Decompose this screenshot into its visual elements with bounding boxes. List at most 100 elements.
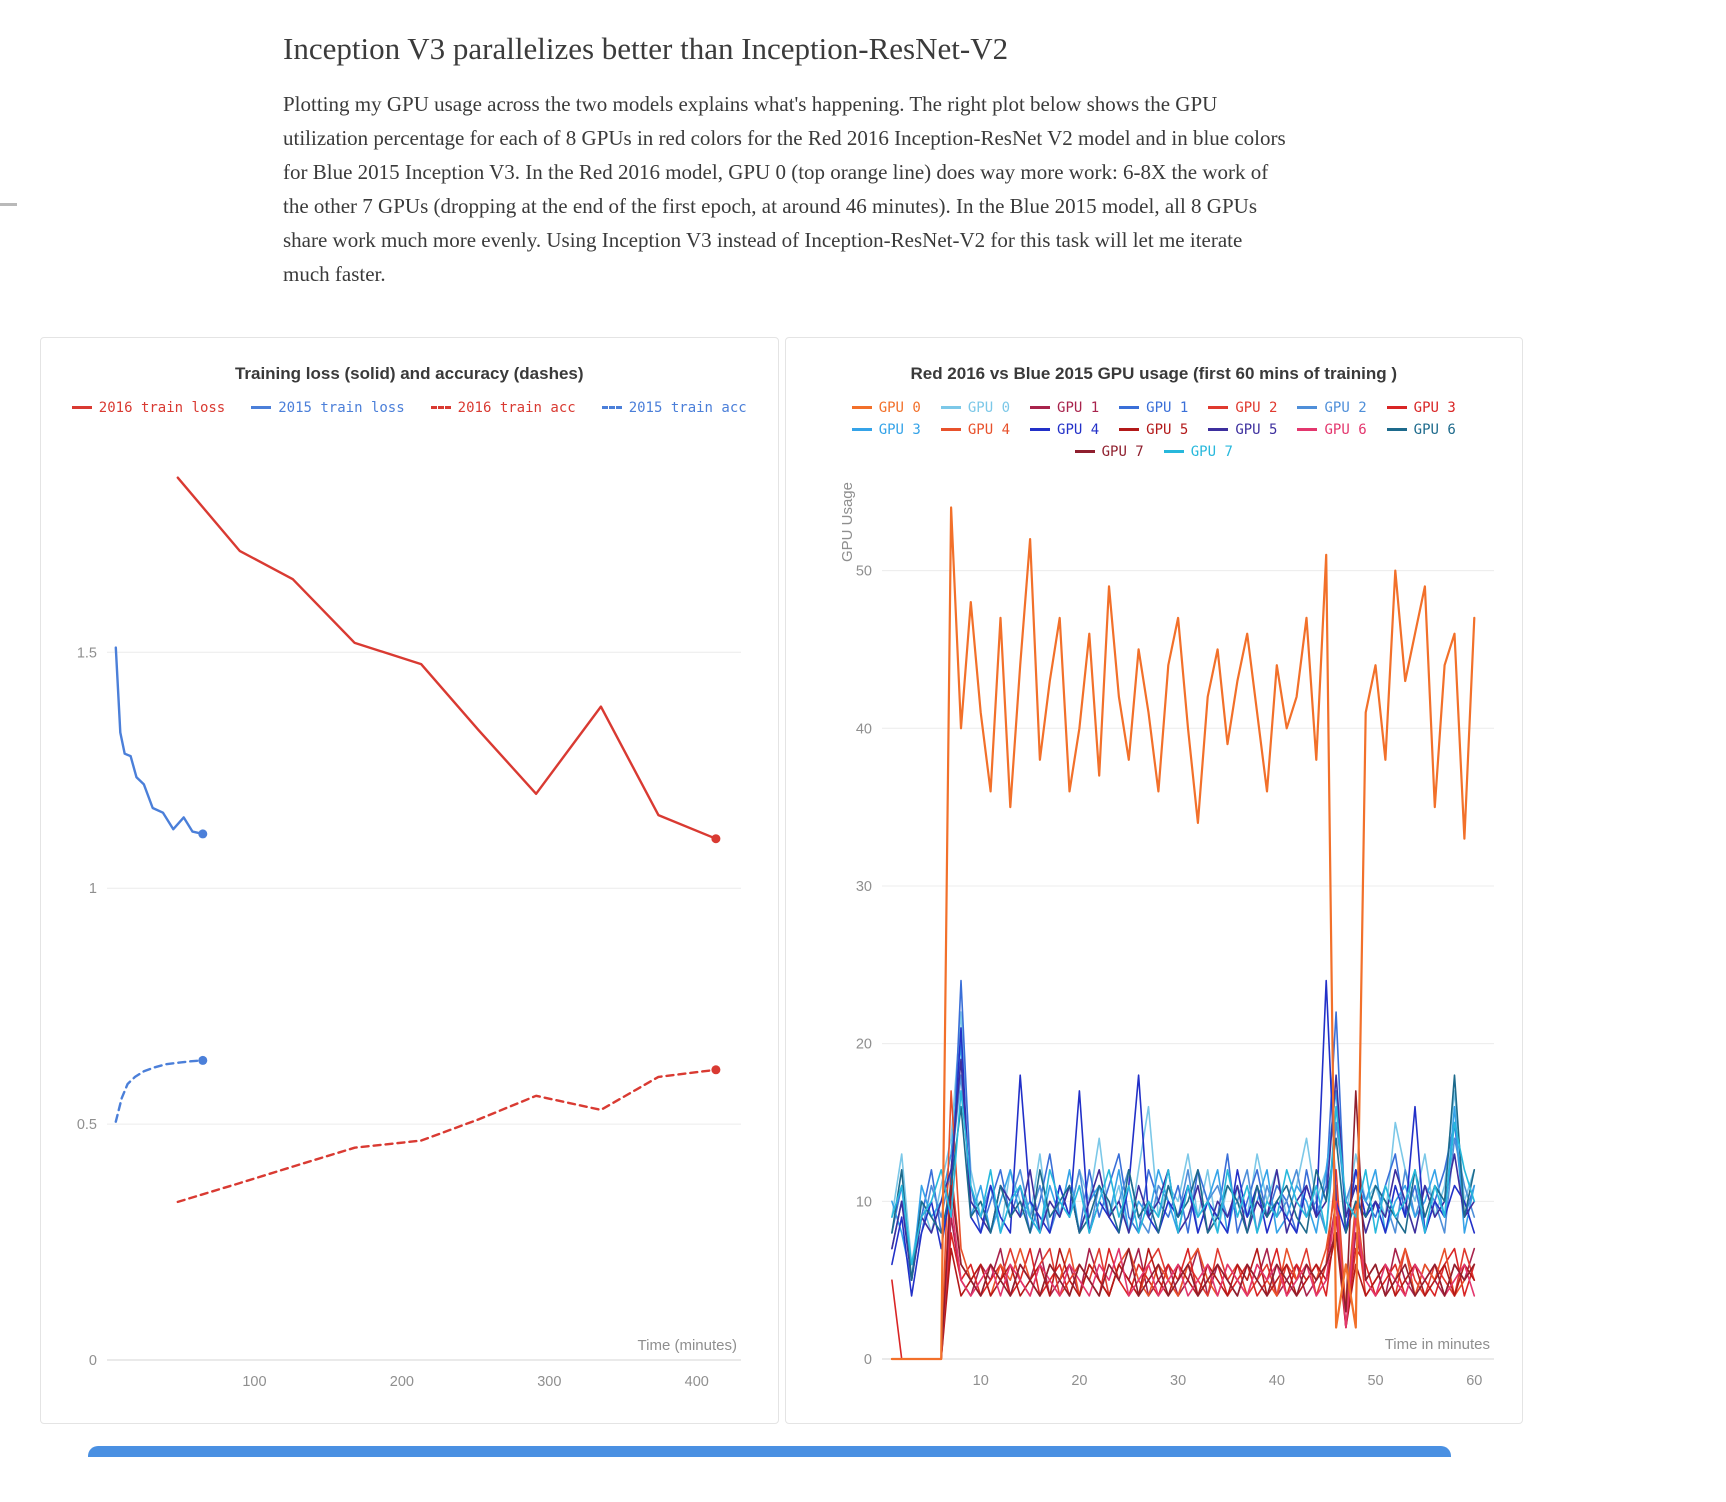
bottom-accent-bar (88, 1445, 1451, 1457)
legend-line-sample (251, 406, 272, 410)
legend-line-sample (1074, 450, 1095, 454)
y-tick-label: 0.5 (77, 1117, 97, 1133)
chart-plot-gpu[interactable]: 0 10 20 30 40 50 10 20 30 40 50 60 Time in minutes GP… (800, 468, 1508, 1408)
x-tick-label: 300 (537, 1374, 561, 1390)
legend-item-gpu-3-blue-2015[interactable]: GPU 3 (851, 421, 921, 438)
legend-item-gpu-0-blue-2015[interactable]: GPU 0 (940, 400, 1010, 416)
y-tick-label: 1 (89, 881, 97, 897)
legend-label: GPU 2 (1324, 399, 1367, 416)
legend-label: 2015 train loss (278, 399, 405, 416)
series-line-2016-train-loss (176, 476, 718, 840)
legend-line-sample (71, 406, 92, 410)
legend-label: GPU 2 (1235, 399, 1278, 416)
legend-line-sample (1386, 406, 1407, 410)
x-axis-label: Time (minutes) (638, 1337, 737, 1354)
series-line-gpu-3-blue-2015 (890, 1042, 1475, 1281)
legend-item-2016-train-loss[interactable]: 2016 train loss (71, 399, 226, 416)
series-line-2015-train-loss (114, 646, 205, 835)
legend-item-gpu-1-red-2016[interactable]: GPU 1 (1030, 400, 1099, 416)
legend-line-sample (1119, 428, 1140, 432)
x-tick-label: 60 (1466, 1373, 1482, 1389)
x-tick-label: 50 (1367, 1373, 1383, 1389)
chart-plot-training[interactable]: 0 0.5 1 1.5 100 200 300 400 Time (minutes) (51, 424, 767, 1409)
legend-line-sample (1030, 428, 1051, 432)
legend-label: GPU 7 (1101, 443, 1144, 460)
gpu-usage-canvas[interactable]: 0 10 20 30 40 50 10 20 30 40 50 60 Time in minutes GP… (800, 468, 1508, 1403)
series-line-gpu-4-blue-2015 (890, 979, 1475, 1297)
y-tick-label: 30 (856, 879, 872, 895)
legend-line-sample (1297, 406, 1318, 410)
legend-item-gpu-5-blue-2015[interactable]: GPU 5 (1208, 422, 1277, 438)
x-tick-label: 40 (1269, 1373, 1285, 1389)
legend-item-gpu-7-red-2016[interactable]: GPU 7 (1074, 443, 1144, 460)
x-tick-label: 30 (1170, 1373, 1186, 1389)
chart-title-training: Training loss (solid) and accuracy (dash… (234, 363, 584, 383)
legend-line-sample (430, 406, 451, 410)
series-end-dot (198, 829, 208, 839)
legend-gpu: GPU 0 GPU 0 GPU 1 GPU 1 GPU 2 GPU 2 GPU 3 GPU 3… (819, 400, 1489, 460)
legend-label: 2016 train loss (98, 399, 226, 416)
legend-item-gpu-2-red-2016[interactable]: GPU 2 (1208, 400, 1277, 416)
legend-label: GPU 1 (1057, 399, 1100, 416)
y-tick-label: 10 (856, 1194, 872, 1210)
legend-line-sample (1119, 406, 1140, 410)
legend-label: GPU 5 (1146, 421, 1189, 438)
training-curves-canvas[interactable]: 0 0.5 1 1.5 100 200 300 400 Time (minutes) (51, 424, 767, 1404)
x-tick-label: 20 (1071, 1373, 1087, 1389)
series-end-dot (711, 833, 721, 843)
y-axis-label: GPU Usage (839, 482, 856, 562)
legend-line-sample (851, 406, 872, 410)
series-line-gpu-7-blue-2015 (890, 1089, 1475, 1265)
x-tick-label: 10 (972, 1373, 988, 1389)
legend-item-gpu-4-red-2016[interactable]: GPU 4 (940, 421, 1011, 438)
y-tick-label: 50 (856, 563, 872, 579)
legend-line-sample (851, 428, 872, 432)
legend-label: GPU 7 (1190, 443, 1233, 460)
y-tick-label: 20 (856, 1036, 872, 1052)
left-edge-mark (0, 203, 17, 206)
legend-label: GPU 3 (878, 421, 921, 438)
y-tick-label: 1.5 (77, 645, 97, 661)
chart-title-gpu: Red 2016 vs Blue 2015 GPU usage (first 6… (910, 363, 1398, 383)
y-tick-label: 0 (89, 1353, 97, 1369)
legend-label: GPU 0 (878, 399, 921, 416)
legend-item-2015-train-acc[interactable]: 2015 train acc (601, 399, 747, 416)
legend-line-sample (1163, 450, 1184, 454)
legend-line-sample (940, 428, 961, 432)
legend-line-sample (1208, 406, 1229, 410)
page-title: Inception V3 parallelizes better than In… (283, 31, 1009, 66)
legend-line-sample (940, 406, 961, 410)
series-line-gpu-2-blue-2015 (890, 1074, 1475, 1265)
legend-item-gpu-6-blue-2015[interactable]: GPU 6 (1386, 422, 1456, 438)
legend-label: GPU 4 (967, 421, 1011, 438)
legend-line-sample (1297, 428, 1318, 432)
legend-item-2015-train-loss[interactable]: 2015 train loss (251, 399, 405, 416)
x-tick-label: 400 (685, 1374, 709, 1390)
x-tick-label: 200 (390, 1374, 414, 1390)
x-tick-label: 100 (243, 1374, 267, 1390)
y-tick-label: 0 (864, 1352, 872, 1368)
legend-label: GPU 3 (1413, 399, 1456, 416)
legend-label: 2015 train acc (628, 399, 747, 416)
legend-item-gpu-6-red-2016[interactable]: GPU 6 (1297, 421, 1367, 438)
legend-item-2016-train-acc[interactable]: 2016 train acc (430, 400, 576, 416)
legend-training: 2016 train loss 2015 train loss 2016 train… (71, 399, 747, 416)
legend-item-gpu-0-red-2016[interactable]: GPU 0 (851, 399, 921, 416)
legend-item-gpu-4-blue-2015[interactable]: GPU 4 (1030, 422, 1099, 438)
legend-item-gpu-3-red-2016[interactable]: GPU 3 (1386, 399, 1456, 416)
legend-item-gpu-5-red-2016[interactable]: GPU 5 (1119, 422, 1188, 438)
legend-line-sample (1208, 428, 1229, 432)
charts-row: Training loss (solid) and accuracy (dash… (40, 336, 1523, 1424)
y-tick-label: 40 (856, 721, 872, 737)
legend-item-gpu-7-blue-2015[interactable]: GPU 7 (1163, 443, 1233, 460)
legend-label: GPU 6 (1324, 421, 1367, 438)
legend-label: GPU 4 (1057, 421, 1100, 438)
series-line-gpu-0-red-2016 (890, 506, 1476, 1360)
series-line-gpu-7-red-2016 (890, 1089, 1475, 1360)
legend-item-gpu-2-blue-2015[interactable]: GPU 2 (1297, 399, 1367, 416)
chart-card-training: Training loss (solid) and accuracy (dash… (40, 336, 779, 1424)
legend-line-sample (1030, 406, 1051, 410)
legend-item-gpu-1-blue-2015[interactable]: GPU 1 (1119, 400, 1188, 416)
legend-line-sample (601, 406, 622, 410)
chart-card-gpu: Red 2016 vs Blue 2015 GPU usage (first 6… (784, 336, 1523, 1424)
